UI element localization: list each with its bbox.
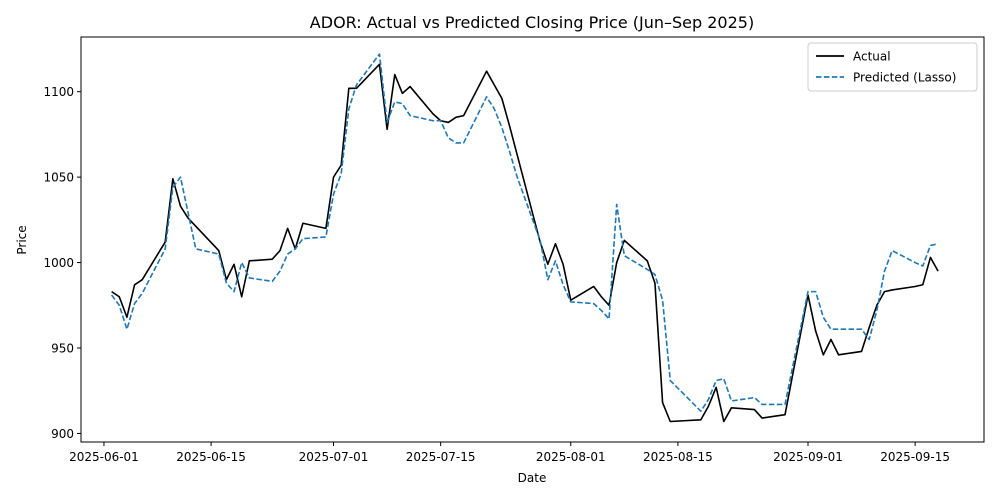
legend-label-actual: Actual: [853, 50, 891, 64]
y-tick-label: 1050: [43, 171, 74, 185]
y-axis: 900 950 1000 1050 1100: [43, 85, 81, 441]
x-axis-label: Date: [518, 471, 547, 485]
x-axis: 2025-06-01 2025-06-15 2025-07-01 2025-07-15…: [69, 442, 950, 464]
y-tick-label: 1100: [43, 85, 74, 99]
x-tick-label: 2025-06-01: [69, 450, 139, 464]
x-tick-label: 2025-06-15: [176, 450, 246, 464]
y-tick-label: 900: [51, 427, 74, 441]
x-tick-label: 2025-07-15: [406, 450, 476, 464]
series-line-predicted: [110, 53, 939, 413]
series-line-actual: [111, 63, 939, 423]
chart-title: ADOR: Actual vs Predicted Closing Price …: [310, 13, 754, 32]
x-tick-label: 2025-09-01: [773, 450, 843, 464]
plot-frame: [80, 36, 985, 443]
series-layer: [110, 53, 939, 423]
legend-label-predicted: Predicted (Lasso): [853, 71, 956, 85]
legend: Actual Predicted (Lasso): [807, 42, 978, 92]
plot-area: [80, 36, 985, 443]
x-tick-label: 2025-09-15: [880, 450, 950, 464]
x-tick-label: 2025-08-15: [643, 450, 713, 464]
y-tick-label: 1000: [43, 256, 74, 270]
y-axis-label: Price: [15, 225, 29, 254]
x-tick-label: 2025-07-01: [299, 450, 369, 464]
x-tick-label: 2025-08-01: [536, 450, 606, 464]
y-tick-label: 950: [51, 342, 74, 356]
legend-box: [807, 42, 978, 92]
